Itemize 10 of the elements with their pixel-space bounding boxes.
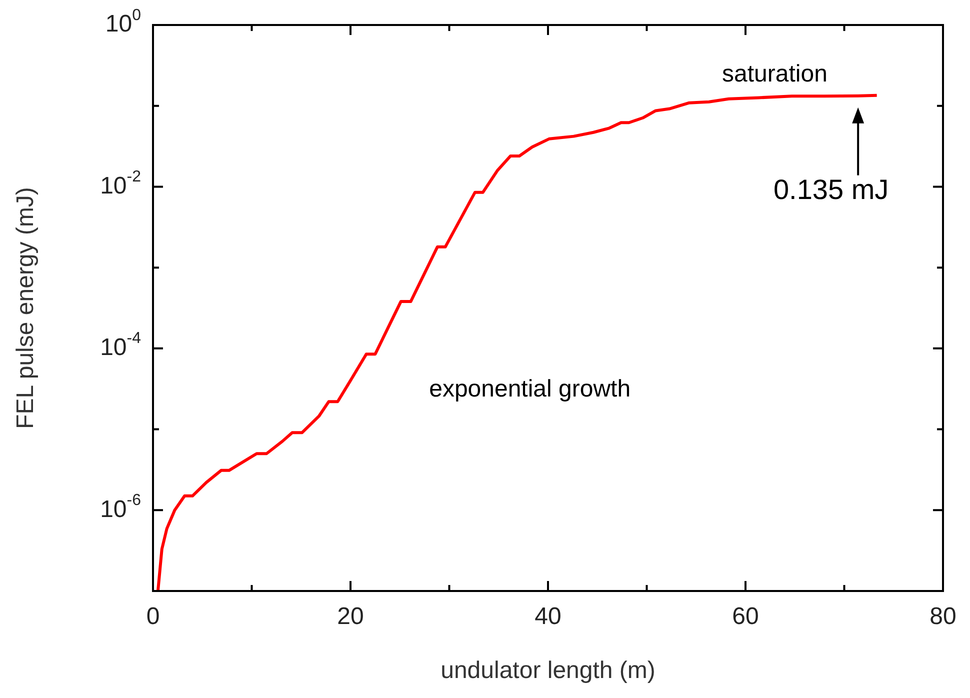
x-tick-label: 60 (732, 603, 759, 630)
annotation: 0.135 mJ (773, 174, 889, 206)
y-axis-title: FEL pulse energy (mJ) (12, 187, 40, 429)
annotation: saturation (722, 60, 828, 88)
x-tick-label: 0 (146, 603, 160, 630)
x-tick-label: 20 (337, 603, 364, 630)
annotation: exponential growth (429, 376, 631, 403)
x-axis-title: undulator length (m) (440, 657, 656, 684)
x-tick-label: 40 (534, 603, 562, 630)
x-tick-label: 80 (930, 603, 956, 630)
